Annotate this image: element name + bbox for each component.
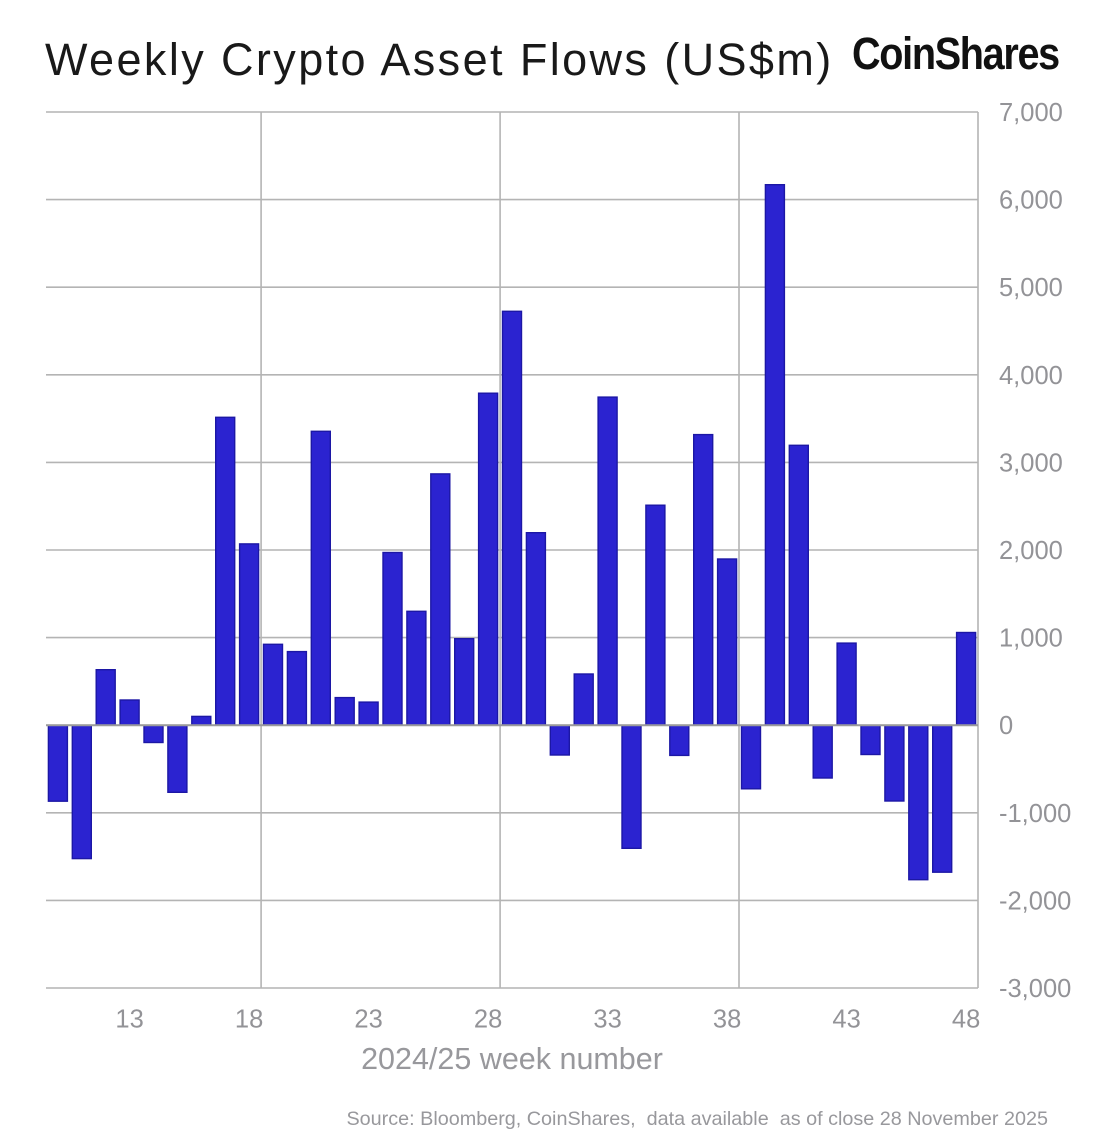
svg-text:48: 48 — [952, 1006, 980, 1034]
svg-text:28: 28 — [474, 1006, 502, 1034]
svg-text:1,000: 1,000 — [999, 625, 1063, 653]
svg-text:7,000: 7,000 — [999, 99, 1063, 127]
svg-text:33: 33 — [593, 1006, 621, 1034]
svg-text:13: 13 — [115, 1006, 143, 1034]
svg-text:-2,000: -2,000 — [999, 887, 1071, 915]
svg-text:38: 38 — [713, 1006, 741, 1034]
svg-text:18: 18 — [235, 1006, 263, 1034]
svg-text:6,000: 6,000 — [999, 187, 1063, 215]
svg-text:3,000: 3,000 — [999, 449, 1063, 477]
svg-text:5,000: 5,000 — [999, 274, 1063, 302]
svg-text:-3,000: -3,000 — [999, 975, 1071, 1003]
svg-text:Source: Bloomberg, CoinShares,: Source: Bloomberg, CoinShares, data avai… — [346, 1108, 1048, 1130]
svg-text:23: 23 — [354, 1006, 382, 1034]
svg-text:0: 0 — [999, 712, 1013, 740]
svg-text:2024/25 week number: 2024/25 week number — [361, 1042, 663, 1076]
svg-text:4,000: 4,000 — [999, 362, 1063, 390]
svg-text:2,000: 2,000 — [999, 537, 1063, 565]
svg-text:-1,000: -1,000 — [999, 800, 1071, 828]
svg-text:43: 43 — [832, 1006, 860, 1034]
